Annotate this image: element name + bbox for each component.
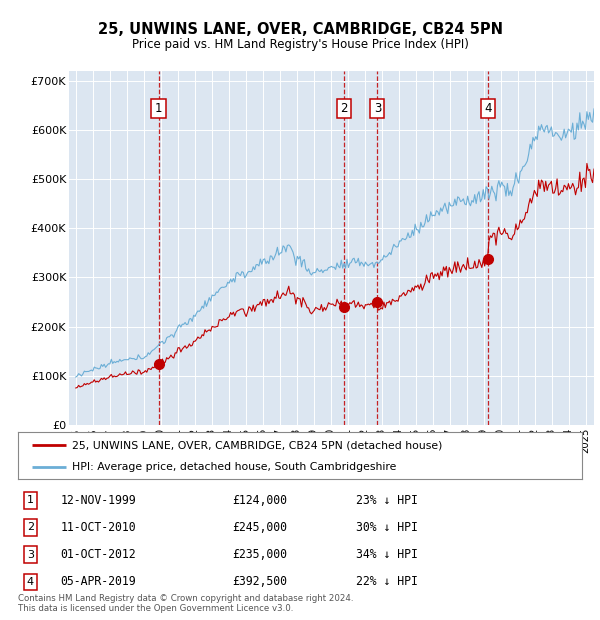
Text: £235,000: £235,000 xyxy=(232,548,287,561)
Text: 11-OCT-2010: 11-OCT-2010 xyxy=(60,521,136,534)
Text: 4: 4 xyxy=(27,577,34,587)
Text: £392,500: £392,500 xyxy=(232,575,287,588)
Text: 3: 3 xyxy=(27,549,34,560)
Text: Price paid vs. HM Land Registry's House Price Index (HPI): Price paid vs. HM Land Registry's House … xyxy=(131,38,469,51)
Text: 34% ↓ HPI: 34% ↓ HPI xyxy=(356,548,418,561)
Text: 22% ↓ HPI: 22% ↓ HPI xyxy=(356,575,418,588)
Text: This data is licensed under the Open Government Licence v3.0.: This data is licensed under the Open Gov… xyxy=(18,604,293,613)
Text: 12-NOV-1999: 12-NOV-1999 xyxy=(60,494,136,507)
Text: 01-OCT-2012: 01-OCT-2012 xyxy=(60,548,136,561)
Text: £245,000: £245,000 xyxy=(232,521,287,534)
Text: 25, UNWINS LANE, OVER, CAMBRIDGE, CB24 5PN: 25, UNWINS LANE, OVER, CAMBRIDGE, CB24 5… xyxy=(97,22,503,37)
Text: 30% ↓ HPI: 30% ↓ HPI xyxy=(356,521,418,534)
Text: 05-APR-2019: 05-APR-2019 xyxy=(60,575,136,588)
Text: HPI: Average price, detached house, South Cambridgeshire: HPI: Average price, detached house, Sout… xyxy=(71,461,396,472)
Text: 2: 2 xyxy=(340,102,348,115)
Text: 1: 1 xyxy=(27,495,34,505)
Text: 23% ↓ HPI: 23% ↓ HPI xyxy=(356,494,418,507)
Text: 4: 4 xyxy=(484,102,492,115)
Text: Contains HM Land Registry data © Crown copyright and database right 2024.: Contains HM Land Registry data © Crown c… xyxy=(18,595,353,603)
Text: 3: 3 xyxy=(374,102,381,115)
Text: 2: 2 xyxy=(27,523,34,533)
Text: 1: 1 xyxy=(155,102,162,115)
Text: £124,000: £124,000 xyxy=(232,494,287,507)
Text: 25, UNWINS LANE, OVER, CAMBRIDGE, CB24 5PN (detached house): 25, UNWINS LANE, OVER, CAMBRIDGE, CB24 5… xyxy=(71,440,442,450)
